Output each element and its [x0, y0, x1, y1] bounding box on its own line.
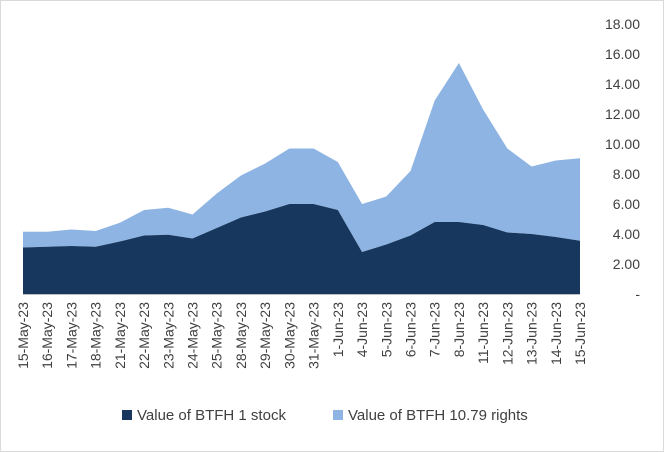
x-tick-label: 7-Jun-23 [427, 302, 443, 357]
x-tick-label: 21-May-23 [112, 302, 128, 369]
area-series-2 [23, 63, 580, 252]
y-tick-label: 2.00 [613, 256, 640, 272]
x-tick-label: 24-May-23 [185, 302, 201, 369]
x-tick-label: 31-May-23 [306, 302, 322, 369]
x-tick-label: 15-Jun-23 [572, 302, 588, 365]
x-tick-label: 30-May-23 [281, 302, 297, 369]
legend-label-1: Value of BTFH 1 stock [137, 407, 286, 424]
y-tick-label: 4.00 [613, 226, 640, 242]
x-tick-label: 13-Jun-23 [524, 302, 540, 365]
area-series-1 [23, 204, 580, 294]
legend: Value of BTFH 1 stock Value of BTFH 10.79… [122, 407, 528, 424]
x-tick-label: 29-May-23 [257, 302, 273, 369]
y-tick-label: - [635, 286, 640, 302]
x-tick-label: 11-Jun-23 [475, 302, 491, 364]
y-tick-label: 14.00 [605, 76, 640, 92]
x-tick-label: 16-May-23 [39, 302, 55, 369]
x-tick-label: 17-May-23 [63, 302, 79, 369]
x-tick-label: 6-Jun-23 [402, 302, 418, 357]
x-tick-label: 12-Jun-23 [499, 302, 515, 365]
x-tick-label: 5-Jun-23 [378, 302, 394, 357]
x-tick-label: 4-Jun-23 [354, 302, 370, 357]
x-tick-label: 22-May-23 [136, 302, 152, 369]
y-tick-label: 8.00 [613, 166, 640, 182]
x-axis: 15-May-23 16-May-23 17-May-23 18-May-23 21-M… [15, 294, 588, 369]
plot-area [23, 63, 580, 294]
y-tick-label: 12.00 [605, 106, 640, 122]
x-tick-label: 1-Jun-23 [330, 302, 346, 357]
legend-swatch-2 [333, 410, 343, 420]
x-tick-label: 14-Jun-23 [548, 302, 564, 365]
x-tick-label: 8-Jun-23 [451, 302, 467, 357]
y-tick-label: 10.00 [605, 136, 640, 152]
y-tick-label: 18.00 [605, 16, 640, 32]
y-tick-label: 16.00 [605, 46, 640, 62]
x-tick-label: 28-May-23 [233, 302, 249, 369]
y-tick-label: 6.00 [613, 196, 640, 212]
x-tick-label: 18-May-23 [88, 302, 104, 369]
x-tick-label: 23-May-23 [160, 302, 176, 369]
x-tick-label: 15-May-23 [15, 302, 31, 369]
legend-swatch-1 [122, 410, 132, 420]
y-axis: - 2.00 4.00 6.00 8.00 10.00 12.00 14.00 16.00 18.… [605, 16, 640, 302]
x-tick-label: 25-May-23 [209, 302, 225, 369]
legend-label-2: Value of BTFH 10.79 rights [348, 407, 528, 424]
